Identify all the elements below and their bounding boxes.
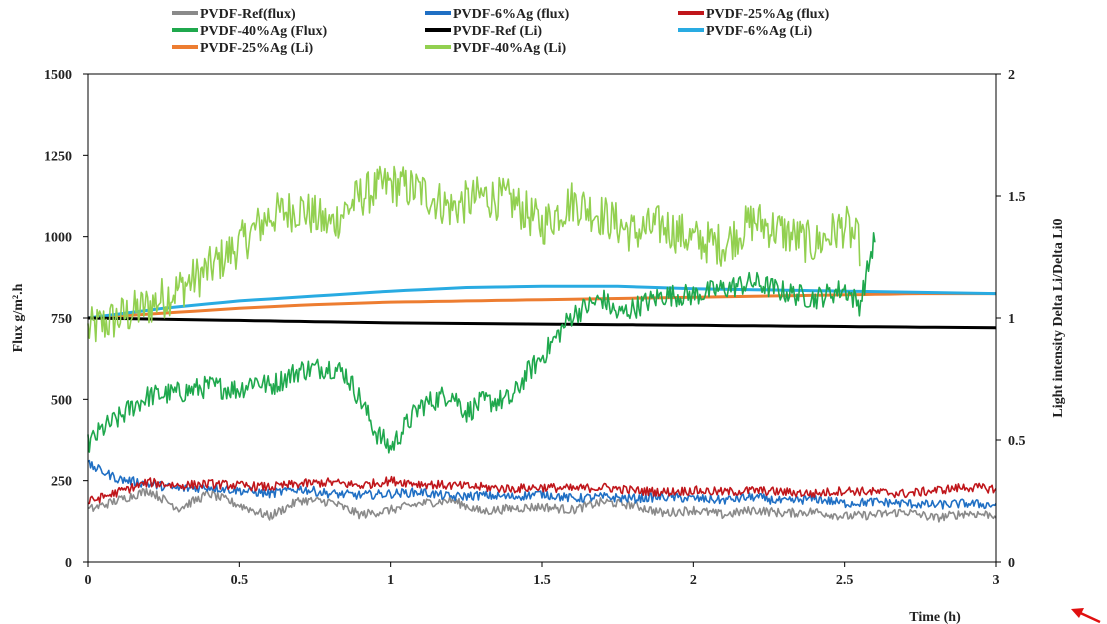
y-tick-label: 750 — [51, 312, 72, 327]
series-line-7 — [87, 165, 861, 343]
y2-tick-label: 1.5 — [1008, 190, 1026, 205]
legend-label: PVDF-Ref (Li) — [453, 24, 542, 39]
y-tick-label: 250 — [51, 475, 72, 490]
series-line-2 — [87, 475, 997, 505]
legend-label: PVDF-40%Ag (Li) — [453, 41, 566, 56]
x-tick-label: 2.5 — [836, 573, 854, 588]
y-tick-label: 1500 — [44, 68, 72, 83]
series-layer — [87, 165, 997, 523]
y-tick-label: 1000 — [44, 231, 72, 246]
x-tick-label: 1.5 — [533, 573, 551, 588]
y-tick-label: 500 — [51, 393, 72, 408]
y-tick-label: 0 — [65, 556, 72, 571]
y-axis-title: Flux g/m².h — [11, 283, 26, 352]
legend-label: PVDF-40%Ag (Flux) — [200, 24, 327, 39]
x-axis-title: Time (h) — [909, 610, 961, 624]
series-line-1 — [87, 459, 997, 510]
y2-tick-label: 0 — [1008, 556, 1015, 571]
x-tick-label: 0.5 — [231, 573, 249, 588]
y-tick-label: 1250 — [44, 149, 72, 164]
legend: PVDF-Ref(flux) PVDF-6%Ag (flux) PVDF-25%Ag… — [172, 7, 830, 56]
series-line-4 — [87, 316, 997, 330]
legend-label: PVDF-25%Ag (Li) — [200, 41, 313, 56]
x-tick-label: 3 — [993, 573, 1000, 588]
legend-label: PVDF-6%Ag (Li) — [706, 24, 812, 39]
y2-tick-label: 0.5 — [1008, 434, 1026, 449]
x-tick-label: 2 — [690, 573, 697, 588]
axes: 0 0.5 1 1.5 2 2.5 3025050075010001250150000.51… — [44, 68, 1026, 588]
y2-tick-label: 1 — [1008, 312, 1015, 327]
arrow-icon — [1071, 608, 1101, 624]
series-line-3 — [87, 232, 876, 454]
y2-tick-label: 2 — [1008, 68, 1015, 83]
legend-label: PVDF-Ref(flux) — [200, 7, 296, 22]
legend-label: PVDF-6%Ag (flux) — [453, 7, 570, 22]
legend-label: PVDF-25%Ag (flux) — [706, 7, 830, 22]
series-line-6 — [87, 292, 996, 320]
series-line-5 — [87, 284, 997, 320]
series-line-0 — [87, 487, 997, 523]
x-tick-label: 0 — [85, 573, 92, 588]
x-tick-label: 1 — [387, 573, 394, 588]
y2-axis-title: Light intensity Delta Li/Delta Li0 — [1051, 218, 1066, 417]
